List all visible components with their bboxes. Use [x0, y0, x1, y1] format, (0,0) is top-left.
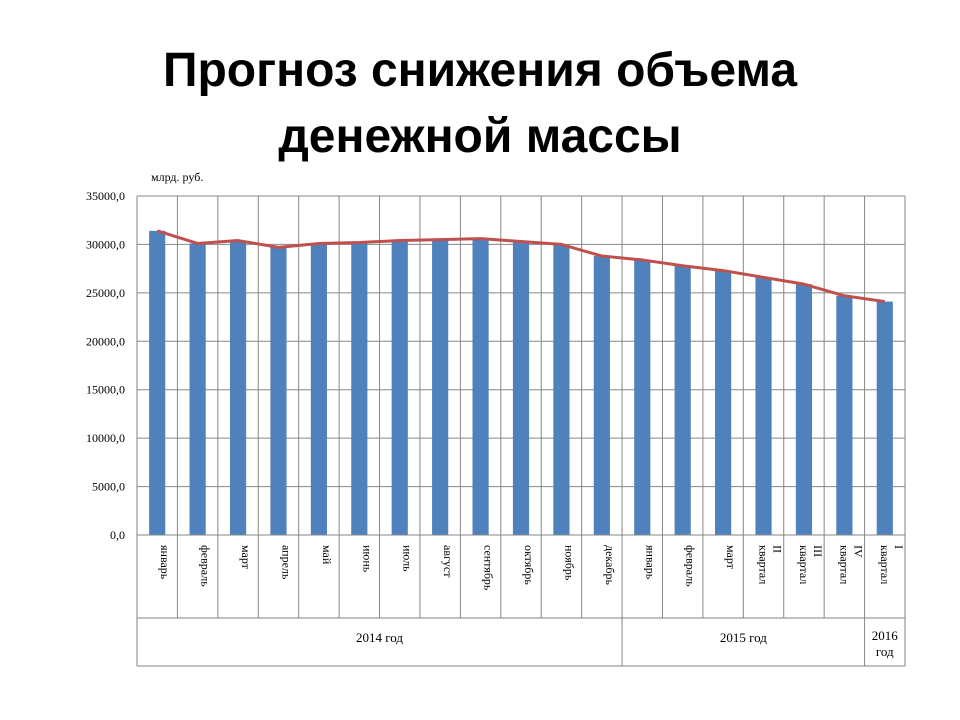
y-tick-label: 35000,0 [86, 189, 125, 203]
y-tick-label: 5000,0 [92, 480, 125, 494]
data-bar [391, 240, 408, 535]
category-label: январь [158, 545, 172, 580]
y-tick-label: 0,0 [110, 528, 125, 542]
data-bar [310, 243, 327, 535]
data-bar [593, 256, 610, 535]
slide-title-line-1: Прогноз снижения объема [162, 44, 798, 97]
data-bar [795, 284, 813, 535]
category-label-prefix: III [811, 545, 825, 557]
data-bar [351, 242, 368, 535]
data-bar [553, 244, 570, 535]
y-tick-label: 10000,0 [86, 431, 125, 445]
group-label-line: год [876, 644, 894, 659]
group-label-line: 2016 [872, 628, 899, 643]
category-label: март [724, 545, 738, 570]
data-bar [512, 241, 530, 535]
y-tick-label: 30000,0 [86, 237, 125, 251]
category-label: сентябрь [482, 545, 496, 591]
category-label: июль [401, 545, 415, 572]
data-bar [715, 270, 732, 535]
category-label: июнь [360, 545, 374, 573]
data-bar [472, 238, 489, 536]
data-bar [432, 239, 449, 536]
data-bar [755, 277, 772, 535]
category-label: квартал [797, 545, 811, 584]
category-label-prefix: I [892, 545, 906, 549]
data-bar [674, 265, 691, 535]
category-label: декабрь [603, 545, 617, 586]
category-label: апрель [279, 545, 293, 580]
category-label: март [239, 545, 253, 570]
data-bar [189, 243, 206, 535]
category-label-prefix: IV [851, 545, 865, 558]
category-label: квартал [837, 545, 851, 584]
y-tick-label: 20000,0 [86, 334, 125, 348]
slide-title: Прогноз снижения объема денежной массы [0, 38, 960, 170]
data-bar [229, 240, 247, 535]
trend-line [156, 229, 886, 304]
data-bar [270, 247, 287, 535]
y-tick-label: 15000,0 [86, 383, 125, 397]
slide-title-line-2: денежной массы [278, 110, 682, 163]
category-label: ноябрь [562, 545, 576, 581]
unit-label: млрд. руб. [151, 170, 203, 184]
data-bar [876, 301, 893, 535]
category-label: февраль [199, 545, 213, 587]
category-label: январь [643, 545, 657, 580]
category-label: май [320, 545, 334, 565]
category-label: квартал [757, 545, 771, 584]
y-tick-label: 25000,0 [86, 286, 125, 300]
category-label: август [441, 545, 455, 578]
data-bar [149, 230, 166, 535]
category-label-prefix: II [771, 545, 785, 553]
category-label: октябрь [522, 545, 536, 585]
data-bar [634, 259, 651, 535]
group-label: 2014 год [356, 630, 403, 645]
category-label: квартал [878, 545, 892, 584]
data-bar [836, 295, 853, 535]
category-label: февраль [684, 545, 698, 587]
group-label: 2015 год [720, 630, 767, 645]
